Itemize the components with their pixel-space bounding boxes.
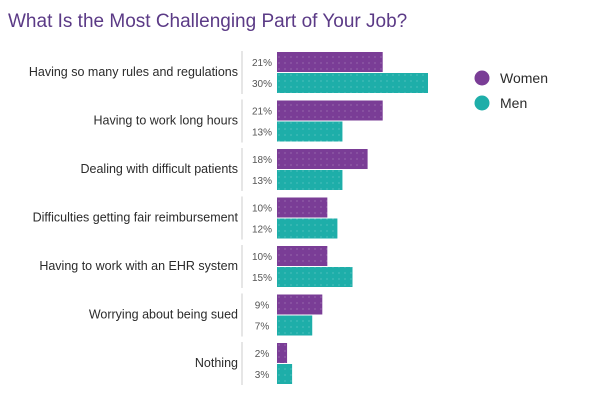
bar-texture <box>277 149 368 169</box>
category-label: Worrying about being sued <box>89 308 238 322</box>
value-label: 21% <box>252 107 272 118</box>
legend-swatch-men <box>474 95 490 111</box>
legend-label: Women <box>500 70 548 86</box>
value-label: 3% <box>255 370 270 381</box>
bar-texture <box>277 218 338 239</box>
value-label: 18% <box>252 155 272 166</box>
value-label: 10% <box>252 252 272 263</box>
bar-texture <box>277 343 288 363</box>
value-label: 21% <box>252 58 272 69</box>
bar-texture <box>277 52 383 72</box>
category-label: Having to work with an EHR system <box>39 259 238 273</box>
value-label: 10% <box>252 204 272 215</box>
bar-texture <box>277 197 328 218</box>
bar-texture <box>277 364 293 384</box>
bar-texture <box>277 73 428 93</box>
value-label: 9% <box>255 301 270 312</box>
category-label: Dealing with difficult patients <box>81 162 239 176</box>
category-label: Difficulties getting fair reimbursement <box>33 211 239 225</box>
value-label: 13% <box>252 128 272 139</box>
value-label: 15% <box>252 273 272 284</box>
chart-title: What Is the Most Challenging Part of You… <box>8 11 407 32</box>
bar-texture <box>277 100 383 121</box>
value-label: 30% <box>252 79 272 90</box>
bar-texture <box>277 294 323 315</box>
plot-area: Having so many rules and regulations 21% 3… <box>29 51 428 385</box>
legend-label: Men <box>500 95 527 111</box>
value-label: 12% <box>252 225 272 236</box>
legend: Women Men <box>474 70 548 111</box>
category-label: Nothing <box>195 356 238 370</box>
bar-texture <box>277 267 353 287</box>
legend-swatch-women <box>474 70 490 86</box>
bar-texture <box>277 121 343 142</box>
value-label: 2% <box>255 349 270 360</box>
category-label: Having so many rules and regulations <box>29 65 238 79</box>
value-label: 7% <box>255 322 270 333</box>
bar-texture <box>277 246 328 266</box>
bar-texture <box>277 170 343 190</box>
value-label: 13% <box>252 176 272 187</box>
bar-texture <box>277 315 313 336</box>
category-label: Having to work long hours <box>93 114 238 128</box>
